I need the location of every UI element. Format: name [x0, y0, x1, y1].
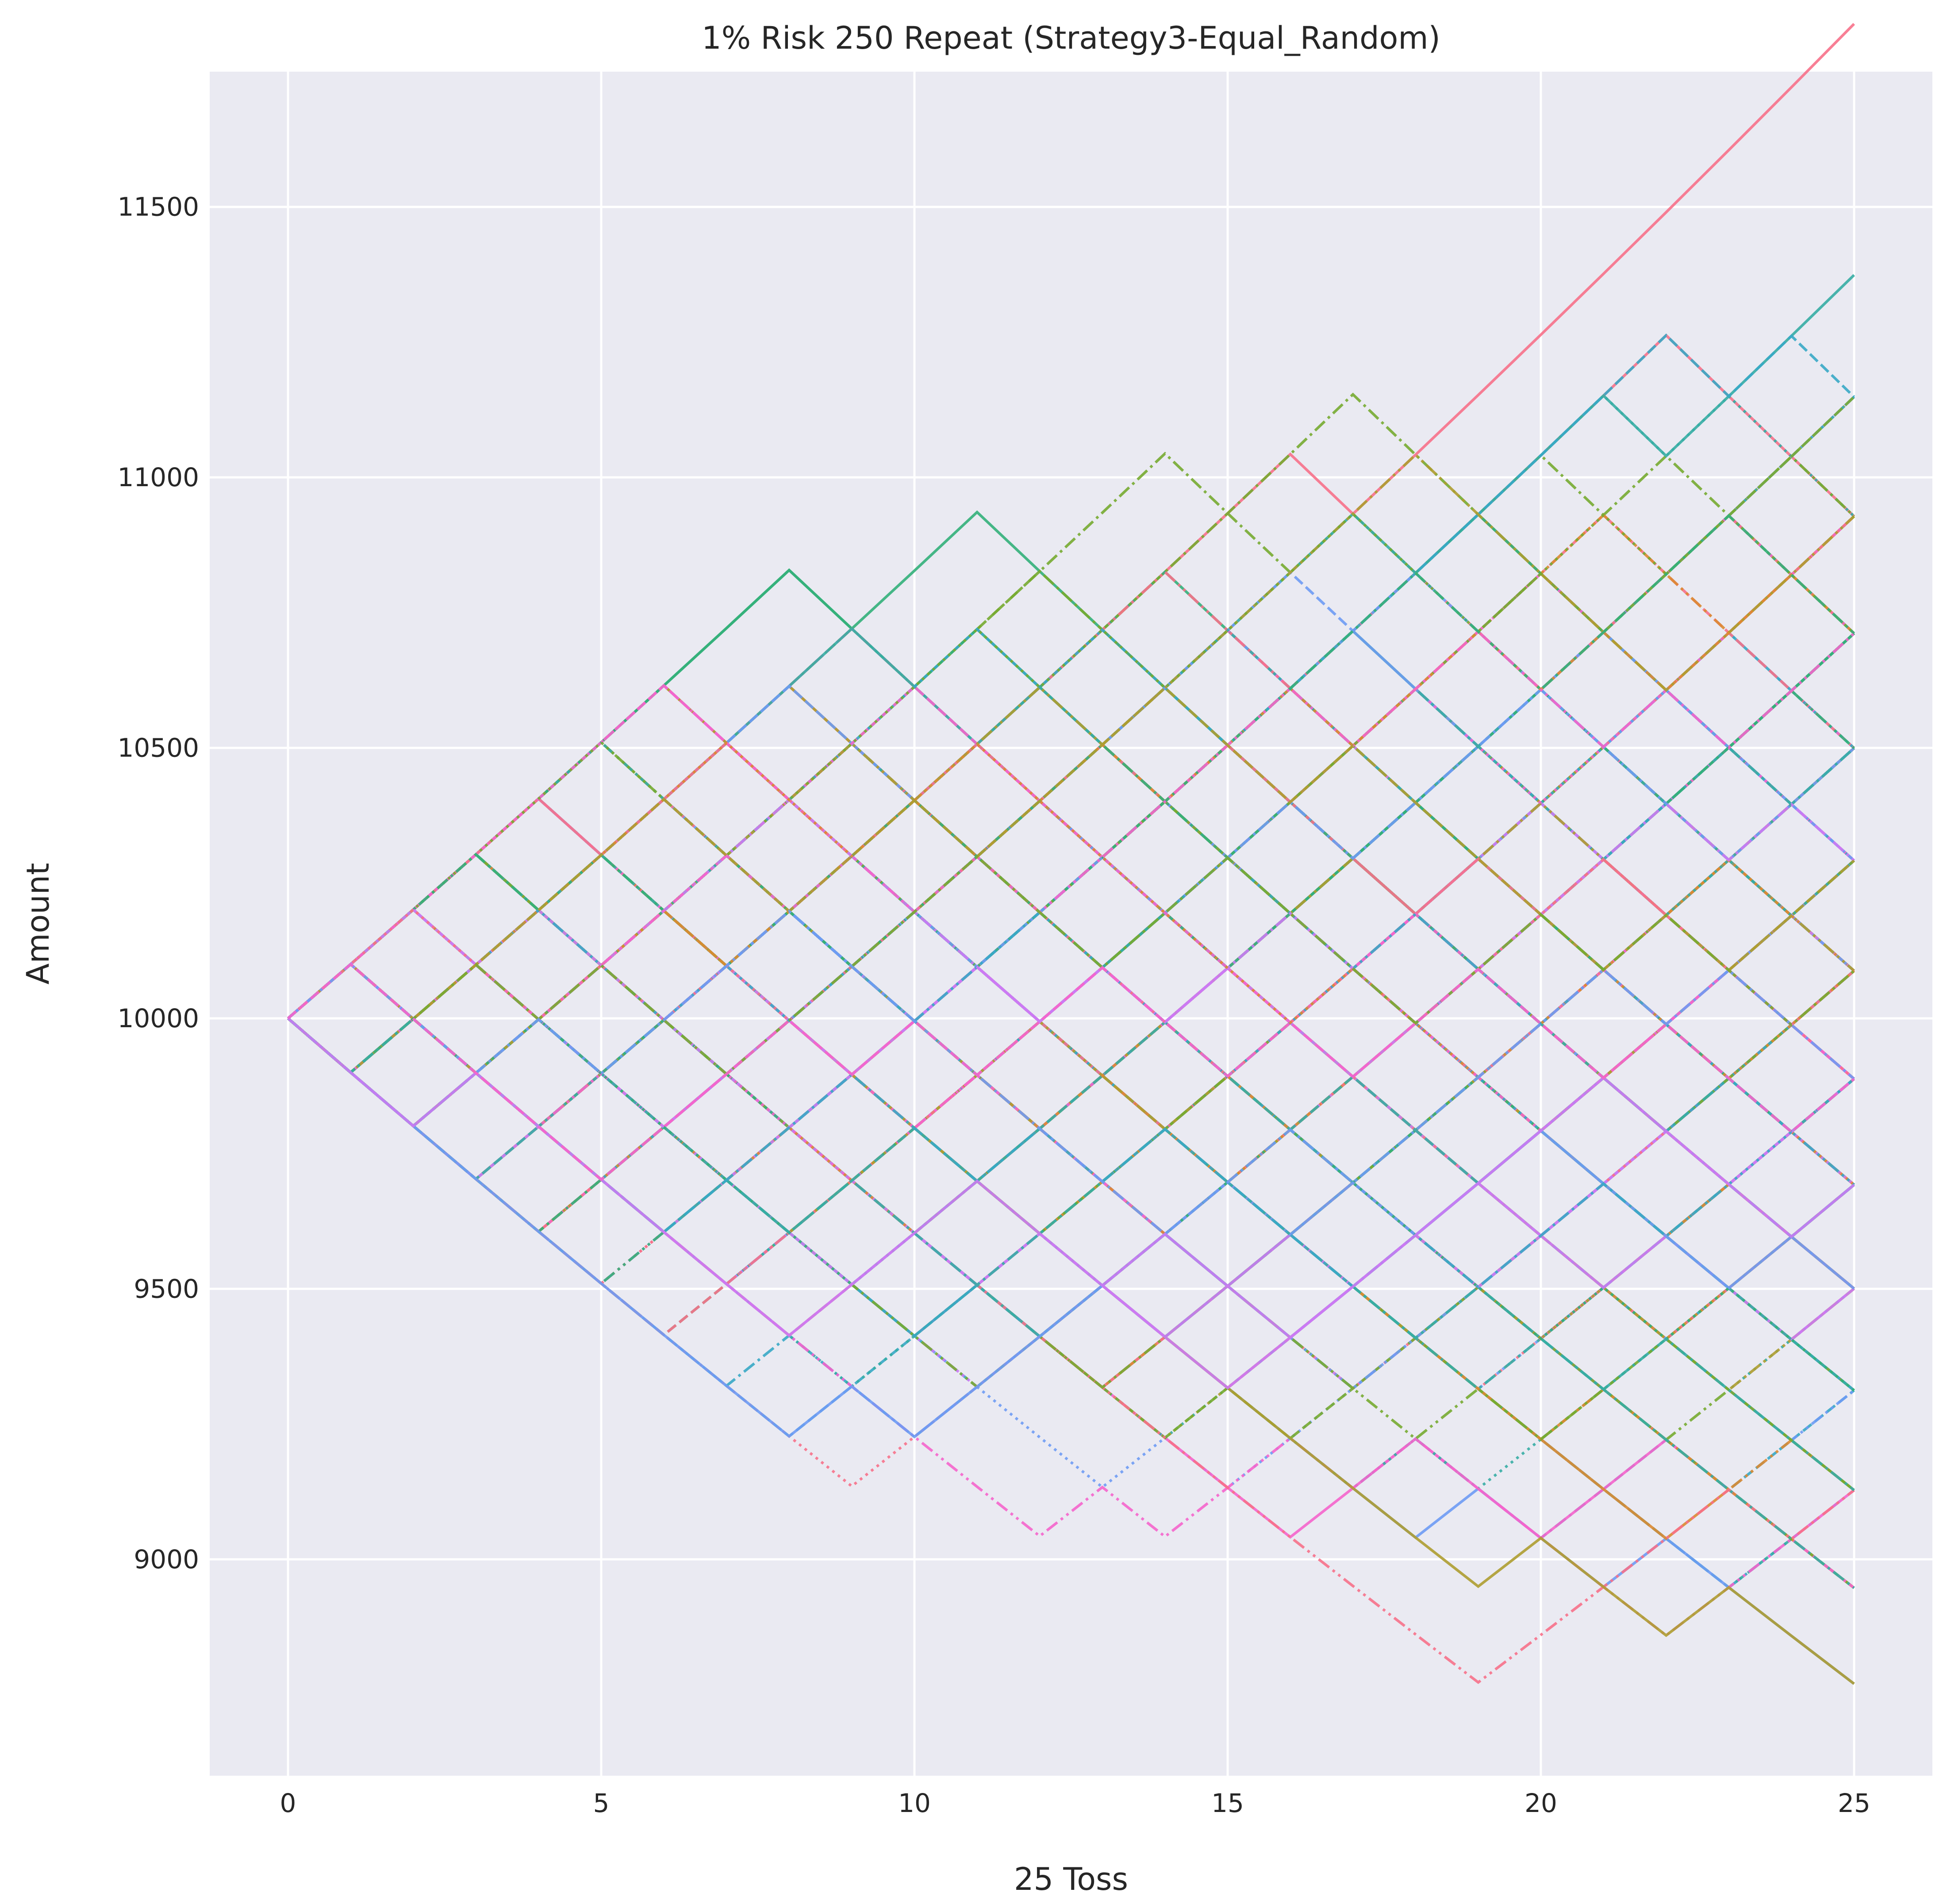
series-group: [287, 23, 1855, 1685]
x-tick-label: 0: [280, 1788, 296, 1818]
y-tick-labels: 9000 9500 10000 10500 11000 11500: [117, 192, 199, 1574]
x-axis-label: 25 Toss: [1014, 1861, 1128, 1897]
y-tick-label: 11500: [117, 192, 199, 222]
series-line: [287, 333, 1855, 1021]
series-line: [287, 512, 1855, 1020]
chart-title: 1% Risk 250 Repeat (Strategy3-Equal_Rand…: [702, 20, 1440, 56]
series-line: [287, 1017, 1855, 1439]
x-tick-label: 25: [1838, 1788, 1870, 1818]
series-line: [287, 630, 1855, 1075]
y-tick-label: 9500: [134, 1274, 199, 1304]
x-tick-label: 15: [1211, 1788, 1244, 1818]
y-tick-label: 10000: [117, 1003, 199, 1033]
x-tick-label: 10: [898, 1788, 931, 1818]
series-line: [287, 687, 1855, 1075]
x-tick-labels: 0 5 10 15 20 25: [280, 1788, 1870, 1818]
series-line: [287, 909, 1855, 1236]
series-line: [287, 1017, 1855, 1589]
series-line: [287, 962, 1855, 1182]
y-tick-label: 11000: [117, 462, 199, 492]
y-axis-label: Amount: [20, 863, 56, 984]
series-line: [287, 395, 1855, 1021]
series-line: [287, 686, 1855, 1075]
series-line: [287, 1017, 1855, 1491]
y-tick-label: 10500: [117, 733, 199, 763]
y-tick-label: 9000: [134, 1544, 199, 1574]
x-tick-label: 20: [1524, 1788, 1557, 1818]
series-line: [287, 1017, 1855, 1340]
x-tick-label: 5: [593, 1788, 610, 1818]
